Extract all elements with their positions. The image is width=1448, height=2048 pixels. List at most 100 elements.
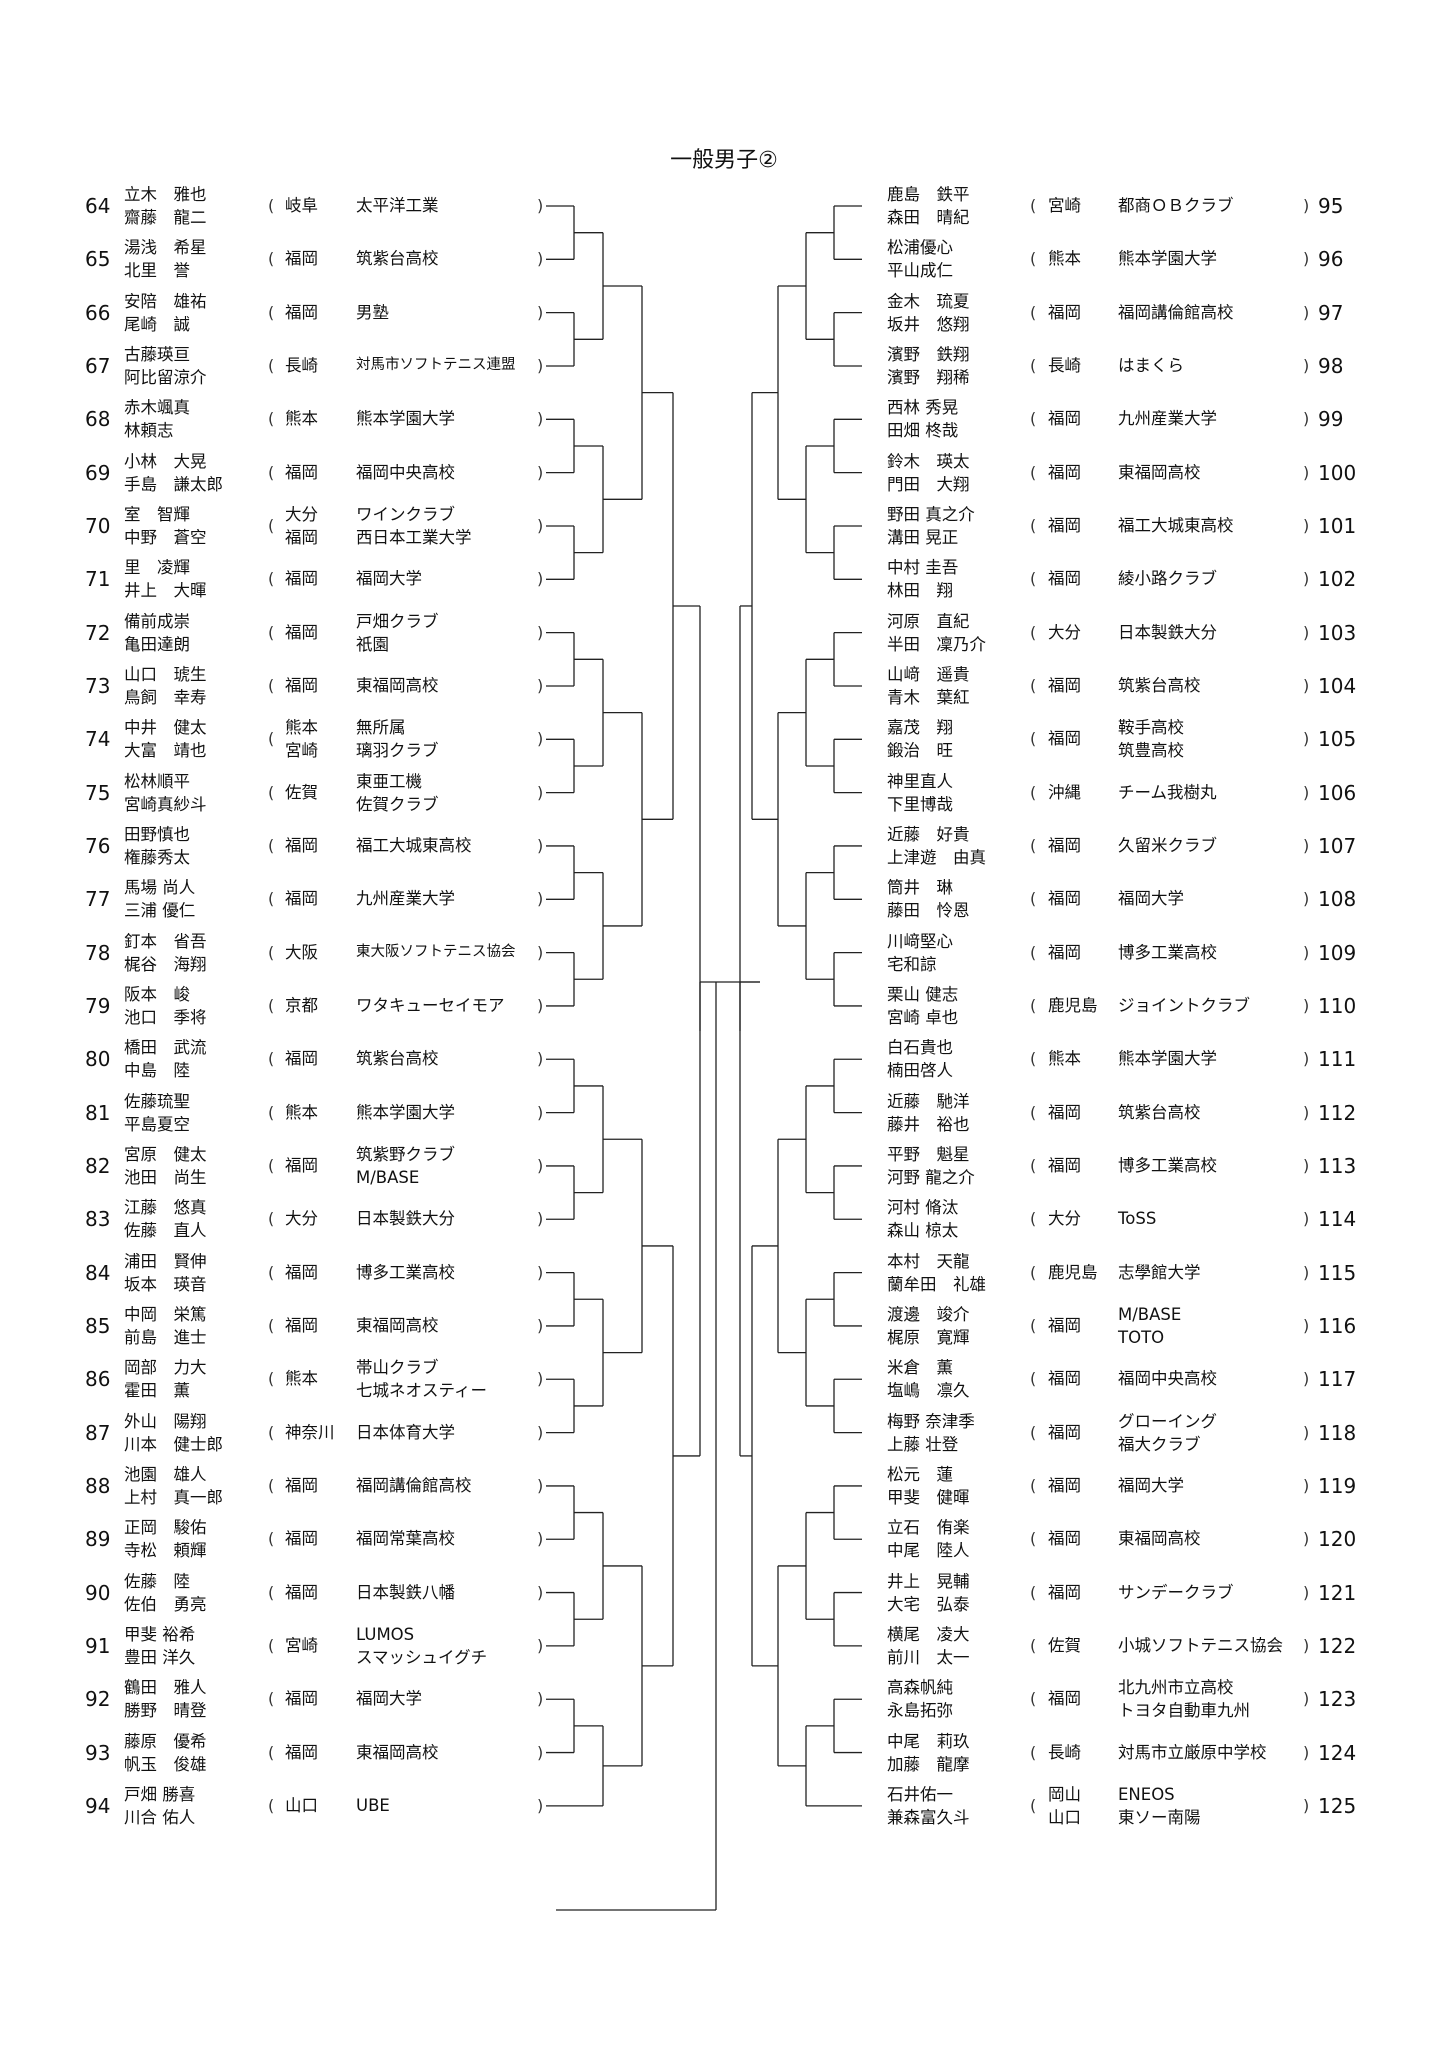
player-name: 甲斐 健暉 xyxy=(887,1487,970,1507)
team-name: 東亜工機 xyxy=(356,771,422,791)
draw-entry: 123 高森帆純 永島拓弥 () 福岡 北九州市立高校 トヨタ自動車九州 xyxy=(0,1674,1448,1724)
player-name: 梅野 奈津季 xyxy=(887,1411,975,1431)
close-paren: ) xyxy=(1303,1529,1310,1549)
player-name: 立石 侑楽 xyxy=(887,1518,970,1538)
team-name: 東福岡高校 xyxy=(356,1742,439,1762)
team-name: 筑紫野クラブ xyxy=(356,1144,455,1164)
open-paren: ( xyxy=(1030,995,1037,1015)
team-name: 璃羽クラブ xyxy=(356,741,439,761)
entry-number: 114 xyxy=(1318,1207,1357,1232)
prefecture: 福岡 xyxy=(1048,675,1081,695)
prefecture: 福岡 xyxy=(285,1262,318,1282)
player-name: 中島 陸 xyxy=(124,1061,190,1081)
player-name: 濱野 鉄翔 xyxy=(887,344,970,364)
prefecture: 福岡 xyxy=(1048,1689,1081,1709)
close-paren: ) xyxy=(537,569,544,589)
entry-number: 82 xyxy=(85,1153,111,1178)
player-name: 筒井 琳 xyxy=(887,878,953,898)
open-paren: ( xyxy=(1030,409,1037,429)
player-name: 中井 健太 xyxy=(124,718,207,738)
close-paren: ) xyxy=(1303,889,1310,909)
draw-entry: 91 甲斐 裕希 豊田 洋久 () 宮崎 LUMOS スマッシュイグチ xyxy=(0,1621,1448,1671)
player-name: 藤原 優希 xyxy=(124,1731,207,1751)
entry-number: 101 xyxy=(1318,513,1357,538)
player-name: 前島 進士 xyxy=(124,1327,207,1347)
player-name: 赤木颯真 xyxy=(124,398,190,418)
entry-number: 116 xyxy=(1318,1313,1357,1338)
player-name: 山﨑 遥貴 xyxy=(887,664,970,684)
entry-number: 70 xyxy=(85,513,111,538)
close-paren: ) xyxy=(537,1422,544,1442)
player-name: 釘本 省吾 xyxy=(124,931,207,951)
close-paren: ) xyxy=(537,1262,544,1282)
close-paren: ) xyxy=(1303,1422,1310,1442)
close-paren: ) xyxy=(1303,1049,1310,1069)
draw-entry: 110 栗山 健志 宮崎 卓也 () 鹿児島 ジョイントクラブ xyxy=(0,981,1448,1031)
team-name: 小城ソフトテニス協会 xyxy=(1118,1635,1283,1655)
player-name: 鍛治 旺 xyxy=(887,741,953,761)
team-name: ENEOS xyxy=(1118,1784,1175,1804)
entry-number: 90 xyxy=(85,1580,111,1605)
close-paren: ) xyxy=(1303,995,1310,1015)
team-name: 東福岡高校 xyxy=(1118,1529,1201,1549)
open-paren: ( xyxy=(268,1689,275,1709)
prefecture: 福岡 xyxy=(1048,515,1081,535)
open-paren: ( xyxy=(268,942,275,962)
team-name: 筑紫台高校 xyxy=(356,249,439,269)
player-name: 亀田達朗 xyxy=(124,634,190,654)
prefecture: 福岡 xyxy=(1048,835,1081,855)
player-name: 備前成崇 xyxy=(124,611,190,631)
player-name: 池田 尚生 xyxy=(124,1167,207,1187)
player-name: 坂本 瑛音 xyxy=(124,1274,207,1294)
close-paren: ) xyxy=(537,1315,544,1335)
player-name: 兼森富久斗 xyxy=(887,1807,970,1827)
draw-entry: 119 松元 蓮甲斐 健暉 () 福岡 福岡大学 xyxy=(0,1461,1448,1511)
player-name: 石井佑一 xyxy=(887,1784,953,1804)
player-name: 濱野 翔稀 xyxy=(887,367,970,387)
team-name: 福岡大学 xyxy=(1118,889,1184,909)
player-name: 室 智輝 xyxy=(124,504,190,524)
entry-number: 71 xyxy=(85,567,111,592)
entry-number: 68 xyxy=(85,407,111,432)
close-paren: ) xyxy=(1303,1262,1310,1282)
player-name: 井上 晃輔 xyxy=(887,1571,970,1591)
prefecture: 福岡 xyxy=(1048,302,1081,322)
close-paren: ) xyxy=(1303,675,1310,695)
player-name: 渡邊 竣介 xyxy=(887,1304,970,1324)
prefecture: 福岡 xyxy=(1048,569,1081,589)
prefecture: 大分 xyxy=(1048,622,1081,642)
draw-entry: 100 鈴木 瑛太 門田 大翔 () 福岡 東福岡高校 xyxy=(0,448,1448,498)
entry-number: 111 xyxy=(1318,1047,1357,1072)
open-paren: ( xyxy=(1030,889,1037,909)
entry-number: 75 xyxy=(85,780,111,805)
player-name: 大宅 弘泰 xyxy=(887,1594,970,1614)
player-name: 平野 魁星 xyxy=(887,1144,970,1164)
player-name: 岡部 力大 xyxy=(124,1358,207,1378)
player-name: 宮崎 卓也 xyxy=(887,1007,959,1027)
close-paren: ) xyxy=(537,515,544,535)
close-paren: ) xyxy=(537,835,544,855)
entry-number: 87 xyxy=(85,1420,111,1445)
prefecture: 福岡 xyxy=(285,1582,318,1602)
open-paren: ( xyxy=(268,1635,275,1655)
close-paren: ) xyxy=(537,1742,544,1762)
prefecture: 福岡 xyxy=(285,835,318,855)
player-name: 安陪 雄祐 xyxy=(124,291,207,311)
draw-entry: 114 河村 脩汰 森山 椋太 () 大分 ToSS xyxy=(0,1194,1448,1244)
team-name: はまくら xyxy=(1118,355,1184,375)
team-name: 佐賀クラブ xyxy=(356,794,439,814)
player-name: 川合 佑人 xyxy=(124,1807,196,1827)
entry-number: 79 xyxy=(85,993,111,1018)
draw-entry: 79 阪本 峻池口 季将 () 京都 ワタキューセイモア xyxy=(0,981,1448,1031)
close-paren: ) xyxy=(1303,302,1310,322)
player-name: 金木 琉夏 xyxy=(887,291,970,311)
close-paren: ) xyxy=(537,1209,544,1229)
player-name: 白石貴也 xyxy=(887,1038,953,1058)
player-name: 戸畑 勝喜 xyxy=(124,1784,196,1804)
close-paren: ) xyxy=(1303,1742,1310,1762)
open-paren: ( xyxy=(1030,1369,1037,1389)
close-paren: ) xyxy=(1303,569,1310,589)
player-name: 平島夏空 xyxy=(124,1114,190,1134)
close-paren: ) xyxy=(1303,1155,1310,1175)
open-paren: ( xyxy=(268,1209,275,1229)
